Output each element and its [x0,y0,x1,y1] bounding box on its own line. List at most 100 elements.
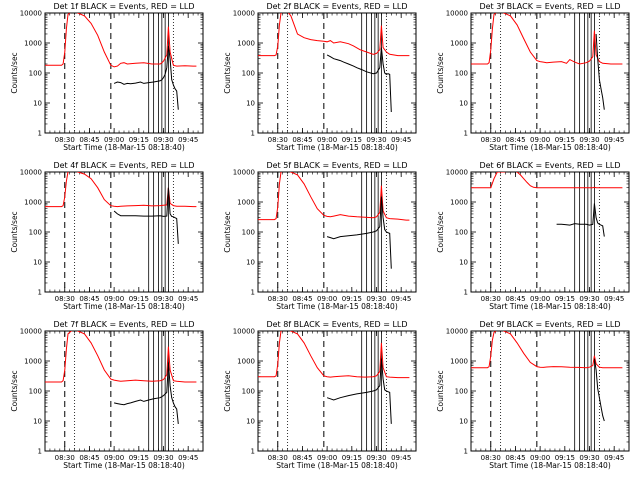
series-group [258,13,410,113]
series-group [471,13,623,110]
x-tick-label: 08:45 [292,136,312,144]
y-tick-label: 100 [455,70,468,78]
x-tick-label: 08:30 [268,454,288,462]
x-tick-label: 09:30 [153,136,173,144]
lld-series-line [45,331,197,383]
x-tick-label: 09:45 [604,136,624,144]
x-tick-label: 09:45 [178,295,198,303]
y-tick-label: 1000 [450,199,468,207]
y-tick-label: 1000 [237,358,255,366]
y-tick-label: 10 [459,259,468,267]
events-series-line [113,45,179,110]
x-tick-label: 08:45 [79,454,99,462]
panel-title: Det 2f BLACK = Events, RED = LLD [266,2,407,11]
x-tick-label: 09:15 [555,295,575,303]
x-tick-label: 09:00 [530,136,550,144]
y-tick-label: 10 [33,418,42,426]
x-tick-label: 09:45 [391,454,411,462]
events-series-line [556,203,605,237]
y-axis-label: Counts/sec [223,52,232,93]
plot-frame [257,330,417,452]
chart-panel-7: Det 7f BLACK = Events, RED = LLD 1 10 100 10… [10,320,204,470]
events-series-line [326,196,392,269]
panel-title: Det 9f BLACK = Events, RED = LLD [479,320,620,329]
lld-series-line [45,172,197,208]
x-tick-label: 09:00 [530,454,550,462]
x-tick-label: 09:45 [391,136,411,144]
y-tick-label: 10 [246,100,255,108]
x-tick-label: 08:30 [481,136,501,144]
y-axis-label: Counts/sec [223,370,232,411]
events-series-line [326,47,392,113]
x-tick-label: 09:45 [391,295,411,303]
x-tick-label: 09:30 [366,454,386,462]
chart-panel-1: Det 1f BLACK = Events, RED = LLD 1 10 100 10… [10,2,204,152]
x-axis-label: Start Time (18-Mar-15 08:18:40) [276,302,398,311]
y-tick-label: 100 [242,70,255,78]
x-tick-label: 09:00 [530,295,550,303]
y-tick-label: 10000 [20,10,42,18]
y-tick-label: 10 [246,418,255,426]
plot-frame [470,171,630,293]
x-axis-label: Start Time (18-Mar-15 08:18:40) [276,461,398,470]
y-tick-label: 10000 [446,169,468,177]
x-tick-label: 08:45 [292,295,312,303]
panel-title: Det 7f BLACK = Events, RED = LLD [53,320,194,329]
y-tick-label: 1 [38,130,42,138]
series-group [471,172,623,237]
x-tick-label: 08:30 [268,136,288,144]
x-tick-label: 09:15 [129,295,149,303]
series-group [45,331,197,424]
chart-panel-6: Det 6f BLACK = Events, RED = LLD 1 10 100 10… [436,161,630,311]
y-axis-label: Counts/sec [223,211,232,252]
y-tick-label: 100 [455,229,468,237]
y-tick-label: 1 [464,130,468,138]
y-tick-label: 10000 [20,328,42,336]
events-series-line [113,187,179,244]
y-tick-label: 10 [459,418,468,426]
y-tick-label: 10 [33,259,42,267]
x-tick-label: 09:30 [153,295,173,303]
chart-panel-8: Det 8f BLACK = Events, RED = LLD 1 10 100 10… [223,320,417,470]
y-tick-label: 1000 [24,358,42,366]
x-tick-label: 08:45 [292,454,312,462]
y-tick-label: 100 [29,70,42,78]
events-series-line [326,358,392,424]
y-tick-label: 10 [33,100,42,108]
x-tick-label: 09:45 [178,136,198,144]
y-tick-label: 100 [455,388,468,396]
x-tick-label: 08:45 [79,136,99,144]
x-tick-label: 09:15 [555,454,575,462]
x-axis-label: Start Time (18-Mar-15 08:18:40) [276,143,398,152]
y-tick-label: 10 [246,259,255,267]
y-tick-label: 10 [459,100,468,108]
y-tick-label: 1 [38,448,42,456]
x-axis-label: Start Time (18-Mar-15 08:18:40) [63,302,185,311]
events-series-line [595,33,605,110]
plot-frame [257,12,417,134]
plot-frame [44,330,204,452]
series-group [471,331,623,422]
lld-series-line [258,13,410,57]
x-tick-label: 08:45 [505,295,525,303]
y-tick-label: 1 [251,448,255,456]
y-tick-label: 10000 [446,10,468,18]
x-tick-label: 09:00 [317,454,337,462]
y-tick-label: 10000 [233,328,255,336]
x-tick-label: 09:15 [129,454,149,462]
y-axis-label: Counts/sec [10,211,19,252]
x-tick-label: 09:00 [317,136,337,144]
x-tick-label: 08:30 [55,136,75,144]
lld-series-line [471,172,623,189]
y-tick-label: 1000 [450,358,468,366]
series-group [45,13,197,110]
panel-title: Det 3f BLACK = Events, RED = LLD [479,2,620,11]
x-tick-label: 08:30 [481,295,501,303]
y-tick-label: 1 [464,289,468,297]
lld-series-line [471,331,623,369]
y-axis-label: Counts/sec [436,211,445,252]
plot-frame [470,330,630,452]
y-tick-label: 1 [464,448,468,456]
x-tick-label: 09:45 [178,454,198,462]
